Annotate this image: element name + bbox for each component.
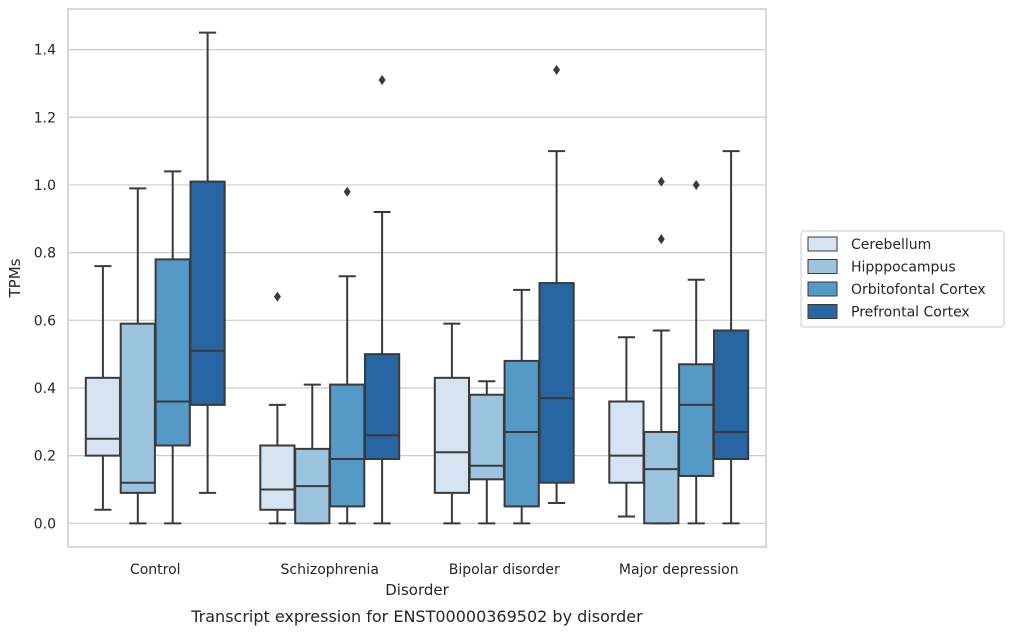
box-iqr bbox=[678, 363, 715, 477]
y-tick-labels: 0.0 0.2 0.4 0.6 0.8 1.0 1.2 1.4 bbox=[34, 43, 56, 533]
legend-label: Prefrontal Cortex bbox=[851, 305, 970, 321]
box-iqr bbox=[503, 359, 540, 508]
box-prefrontal-cortex-2 bbox=[538, 64, 575, 505]
box-iqr bbox=[643, 430, 680, 525]
legend-swatch bbox=[807, 259, 838, 274]
outlier-marker bbox=[553, 64, 561, 75]
box-prefrontal-cortex-1 bbox=[363, 75, 401, 525]
box-iqr bbox=[154, 258, 191, 447]
box-hipppocampus-0 bbox=[119, 187, 156, 525]
legend-swatch bbox=[807, 281, 838, 297]
box-orbitofontal-cortex-2 bbox=[503, 288, 540, 525]
box-orbitofontal-cortex-3 bbox=[678, 179, 715, 525]
box-iqr bbox=[363, 353, 401, 461]
y-axis-title: TPMs bbox=[6, 258, 24, 298]
x-tick-label: Control bbox=[130, 562, 181, 578]
legend-label: Orbitofontal Cortex bbox=[851, 282, 986, 298]
y-tick-label: 0.6 bbox=[34, 313, 56, 329]
outlier-marker bbox=[657, 176, 665, 187]
box-iqr bbox=[538, 282, 575, 484]
legend-frame bbox=[800, 230, 1005, 328]
y-tick-label: 0.8 bbox=[34, 246, 56, 262]
legend-swatch bbox=[807, 236, 838, 252]
y-tick-label: 1.2 bbox=[34, 110, 56, 126]
box-cerebellum-2 bbox=[433, 322, 471, 525]
box-cerebellum-1 bbox=[259, 291, 296, 525]
x-axis-title: Disorder bbox=[385, 581, 449, 599]
box-iqr bbox=[189, 180, 226, 406]
box-iqr bbox=[433, 376, 471, 494]
y-tick-label: 0.4 bbox=[34, 381, 56, 397]
legend: Cerebellum Hipppocampus Orbitofontal Corte… bbox=[800, 230, 1005, 328]
outlier-marker bbox=[343, 186, 351, 197]
chart-caption: Transcript expression for ENST0000036950… bbox=[190, 607, 643, 626]
box-iqr bbox=[712, 329, 750, 461]
x-tick-label: Bipolar disorder bbox=[449, 562, 560, 578]
y-tick-label: 1.4 bbox=[34, 43, 56, 59]
plot-area-frame bbox=[67, 8, 767, 548]
box-prefrontal-cortex-3 bbox=[712, 150, 750, 525]
box-iqr bbox=[329, 383, 366, 508]
x-tick-label: Schizophrenia bbox=[281, 562, 379, 578]
y-tick-label: 0.2 bbox=[34, 449, 56, 465]
box-iqr bbox=[84, 376, 122, 457]
legend-label: Hipppocampus bbox=[851, 260, 956, 276]
box-orbitofontal-cortex-1 bbox=[329, 186, 366, 525]
legend-label: Cerebellum bbox=[851, 237, 931, 253]
box-orbitofontal-cortex-0 bbox=[154, 170, 191, 525]
y-tick-label: 1.0 bbox=[34, 178, 56, 194]
box-cerebellum-0 bbox=[84, 265, 122, 511]
outlier-marker bbox=[273, 291, 281, 302]
box-cerebellum-3 bbox=[608, 336, 645, 518]
y-tick-label: 0.0 bbox=[34, 516, 56, 532]
x-tick-labels: Control Schizophrenia Bipolar disorder Majo… bbox=[130, 562, 739, 578]
box-hipppocampus-2 bbox=[468, 380, 505, 525]
box-iqr bbox=[119, 322, 156, 494]
outlier-marker bbox=[378, 75, 386, 86]
outlier-marker bbox=[692, 179, 700, 190]
x-tick-label: Major depression bbox=[619, 562, 739, 578]
box-iqr bbox=[608, 400, 645, 484]
legend-swatch bbox=[807, 304, 838, 319]
box-hipppocampus-3 bbox=[643, 176, 680, 525]
box-prefrontal-cortex-0 bbox=[189, 31, 226, 494]
box-groups bbox=[84, 31, 750, 525]
box-hipppocampus-1 bbox=[294, 383, 331, 525]
box-iqr bbox=[259, 444, 296, 511]
outlier-marker bbox=[657, 234, 665, 245]
